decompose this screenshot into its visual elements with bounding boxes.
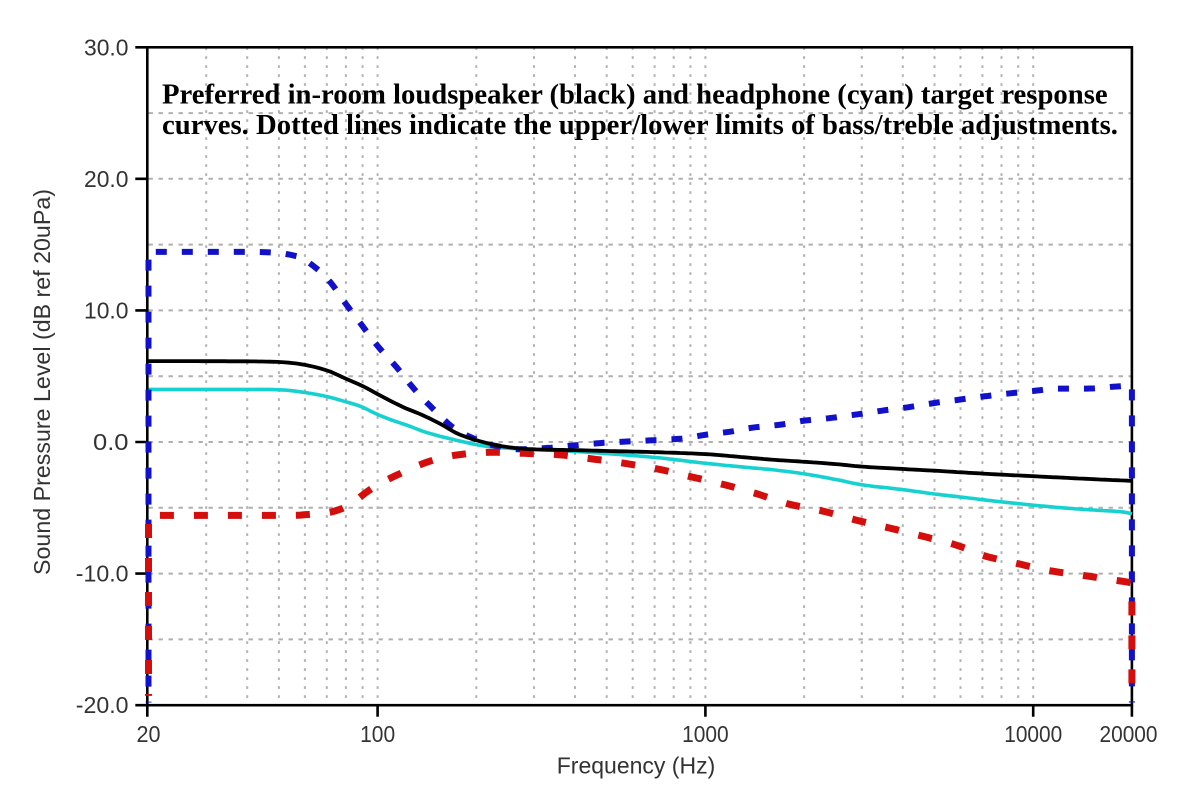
- svg-text:Sound Pressure Level (dB ref 2: Sound Pressure Level (dB ref 20uPa): [29, 189, 55, 575]
- svg-text:20: 20: [137, 721, 161, 747]
- svg-text:-10.0: -10.0: [76, 561, 129, 587]
- svg-text:20.0: 20.0: [84, 166, 129, 192]
- svg-text:1000: 1000: [682, 721, 729, 747]
- svg-text:10000: 10000: [1004, 721, 1062, 747]
- svg-text:30.0: 30.0: [84, 34, 129, 60]
- svg-text:Preferred in-room loudspeaker: Preferred in-room loudspeaker (black) an…: [162, 79, 1108, 111]
- svg-text:0.0: 0.0: [93, 429, 129, 455]
- svg-text:100: 100: [360, 721, 395, 747]
- svg-text:Frequency (Hz): Frequency (Hz): [557, 753, 716, 779]
- svg-text:20000: 20000: [1100, 721, 1158, 747]
- svg-text:10.0: 10.0: [84, 297, 129, 323]
- svg-text:-20.0: -20.0: [76, 692, 129, 718]
- svg-text:curves. Dotted lines indicate: curves. Dotted lines indicate the upper/…: [162, 109, 1118, 141]
